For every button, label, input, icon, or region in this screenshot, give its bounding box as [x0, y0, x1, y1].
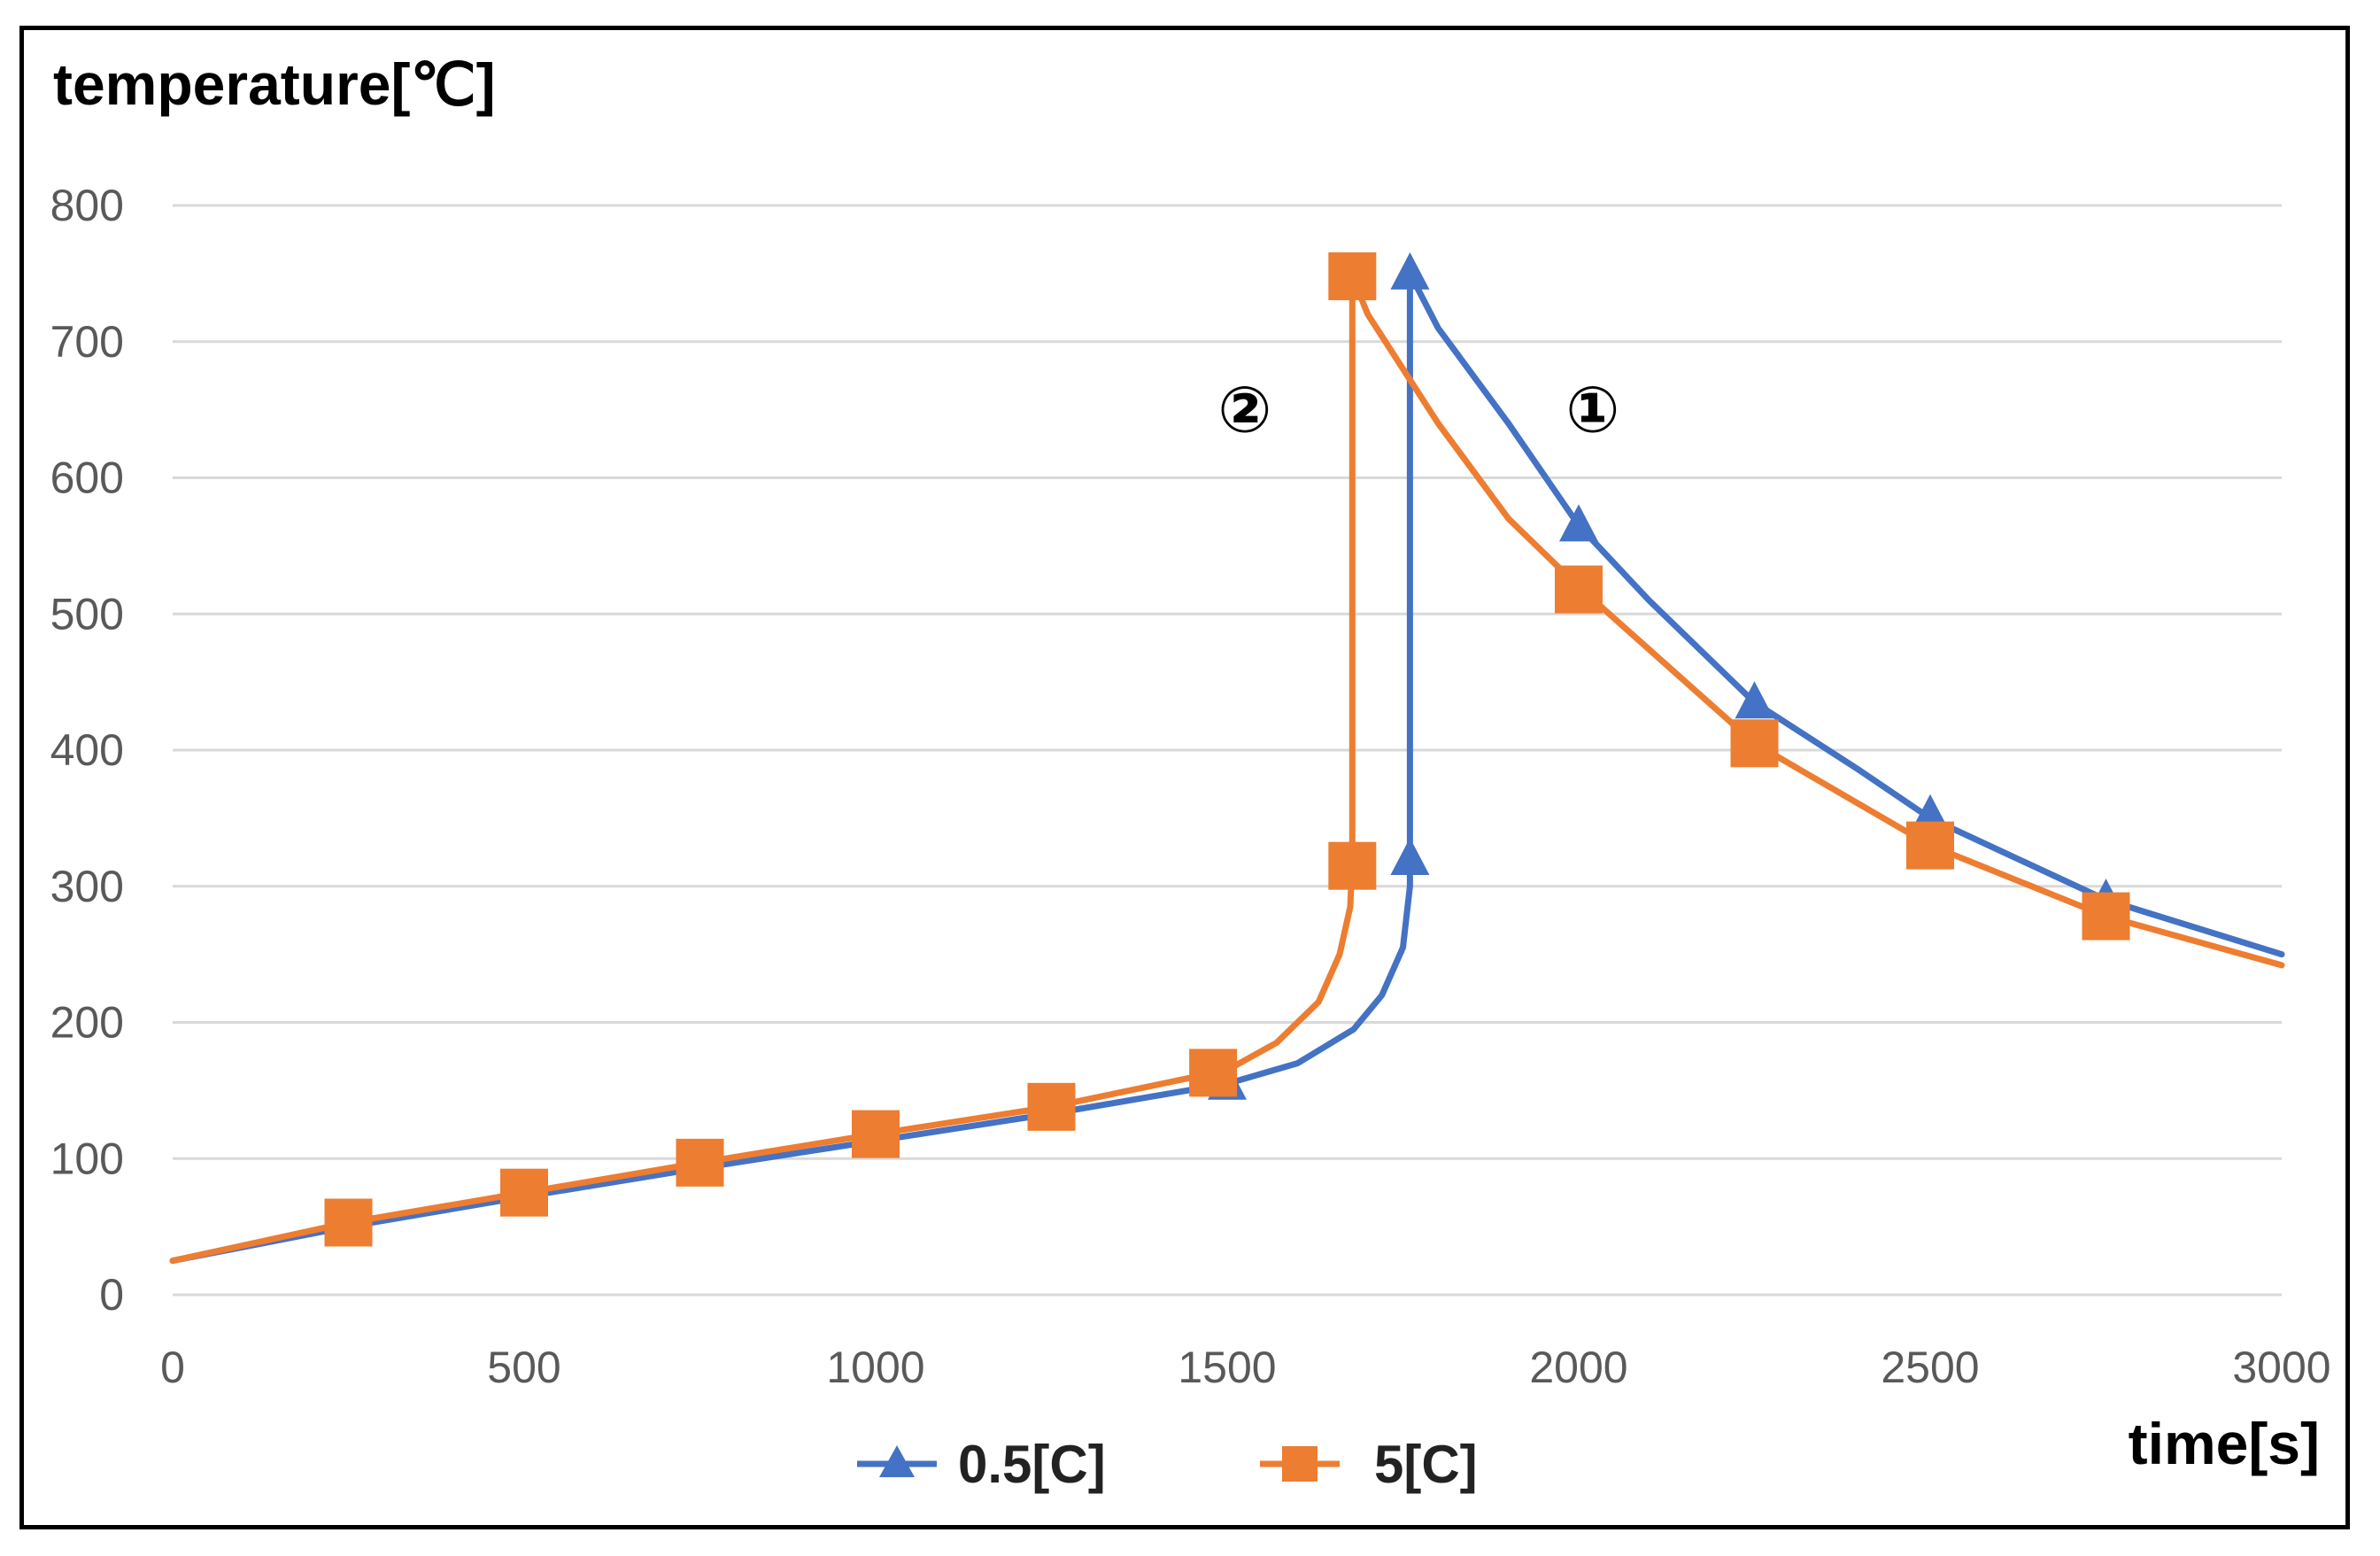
series-0-marker [1735, 681, 1774, 719]
series-line-0 [169, 270, 2285, 1265]
series-1-marker [676, 1138, 724, 1187]
series-1-marker [1328, 841, 1377, 890]
series-1-marker [1189, 1049, 1238, 1097]
y-tick-label: 300 [50, 862, 124, 911]
annotation-label: ① [1565, 373, 1619, 447]
y-tick-label: 600 [50, 453, 124, 503]
gridlines [173, 204, 2282, 1297]
series-0-marker [1559, 504, 1598, 542]
legend-label-1: 5[C] [1374, 1435, 1478, 1494]
x-axis-title: time[s] [2129, 1411, 2320, 1476]
series-1-marker [852, 1110, 900, 1158]
x-tick-label: 0 [160, 1343, 185, 1392]
y-tick-label: 0 [99, 1270, 124, 1320]
series-1-marker [1328, 252, 1377, 300]
x-tick-label: 2500 [1881, 1343, 1979, 1392]
series-1-marker [2082, 892, 2130, 941]
y-axis-ticks: 0 100 200 300 400 500 600 700 800 [50, 181, 124, 1320]
series-1-marker [1555, 565, 1603, 614]
series-1-marker [1906, 821, 1954, 870]
x-tick-label: 2000 [1529, 1343, 1627, 1392]
y-tick-label: 700 [50, 317, 124, 367]
series-1-marker [324, 1198, 373, 1247]
y-tick-label: 100 [50, 1134, 124, 1183]
x-tick-label: 1500 [1178, 1343, 1276, 1392]
x-axis-ticks: 0 500 1000 1500 2000 2500 3000 [160, 1343, 2331, 1392]
y-axis-title: temperature[℃] [53, 51, 496, 117]
y-tick-label: 500 [50, 589, 124, 639]
series-1-marker [1027, 1082, 1076, 1131]
legend-item-1: 5[C] [1260, 1435, 1478, 1494]
legend-item-0: 0.5[C] [857, 1435, 1106, 1494]
legend-marker-square [1282, 1446, 1318, 1482]
marker-layer [324, 252, 2130, 1247]
series-0-marker [1390, 252, 1430, 290]
x-tick-label: 1000 [826, 1343, 924, 1392]
annotation-label: ② [1217, 373, 1271, 447]
y-tick-label: 400 [50, 725, 124, 775]
legend: 0.5[C] 5[C] [857, 1435, 1478, 1494]
legend-marker-triangle [879, 1445, 915, 1477]
x-tick-label: 500 [487, 1343, 560, 1392]
y-tick-label: 200 [50, 998, 124, 1048]
y-tick-label: 800 [50, 181, 124, 230]
legend-label-0: 0.5[C] [958, 1435, 1106, 1494]
x-tick-label: 3000 [2232, 1343, 2330, 1392]
series-1-marker [500, 1168, 548, 1217]
series-1-marker [1730, 719, 1779, 768]
series-0-marker [1390, 838, 1430, 875]
chart-frame [19, 26, 2350, 1529]
